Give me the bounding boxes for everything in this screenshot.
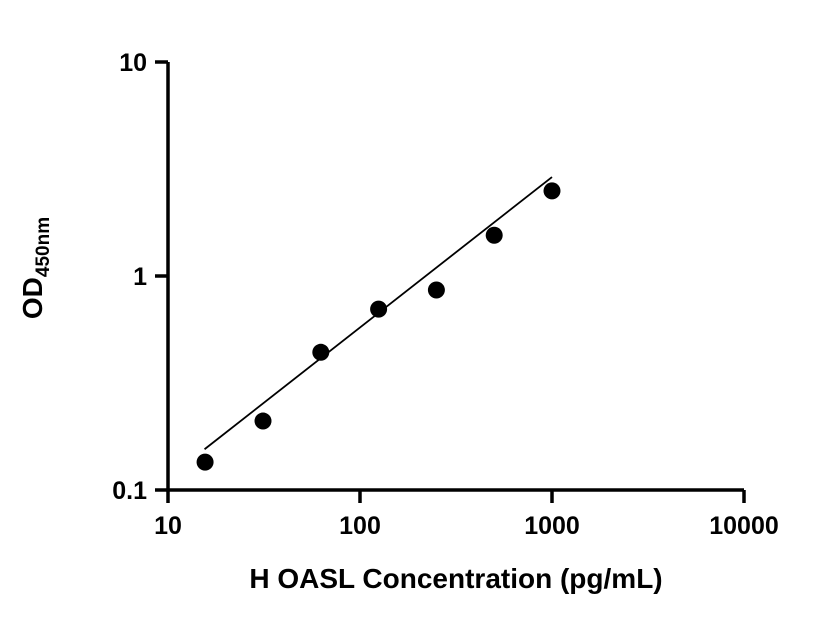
y-tick-label: 0.1	[112, 477, 147, 505]
data-point	[485, 226, 503, 244]
y-tick-label: 10	[119, 49, 147, 77]
y-axis-title-subscript: 450nm	[33, 217, 54, 277]
tick-labels-layer: 0.1 1 10 10 100 1000 10000	[112, 49, 779, 540]
y-axis-title: OD450nm	[17, 217, 54, 319]
data-point	[312, 343, 330, 361]
y-tick-label: 1	[133, 263, 147, 291]
axes-layer	[155, 60, 746, 503]
y-axis-title-main: OD	[17, 277, 48, 319]
x-tick-label: 10000	[709, 512, 779, 540]
axis-spines	[166, 62, 744, 492]
data-point	[196, 453, 214, 471]
data-point	[543, 182, 561, 200]
plot-layer	[196, 176, 561, 471]
data-point	[427, 281, 445, 299]
x-tick-label: 100	[339, 512, 381, 540]
x-axis-title: H OASL Concentration (pg/mL)	[249, 563, 662, 594]
x-tick-label: 1000	[524, 512, 580, 540]
data-point	[370, 300, 388, 318]
x-tick-label: 10	[154, 512, 182, 540]
data-point	[254, 412, 272, 430]
